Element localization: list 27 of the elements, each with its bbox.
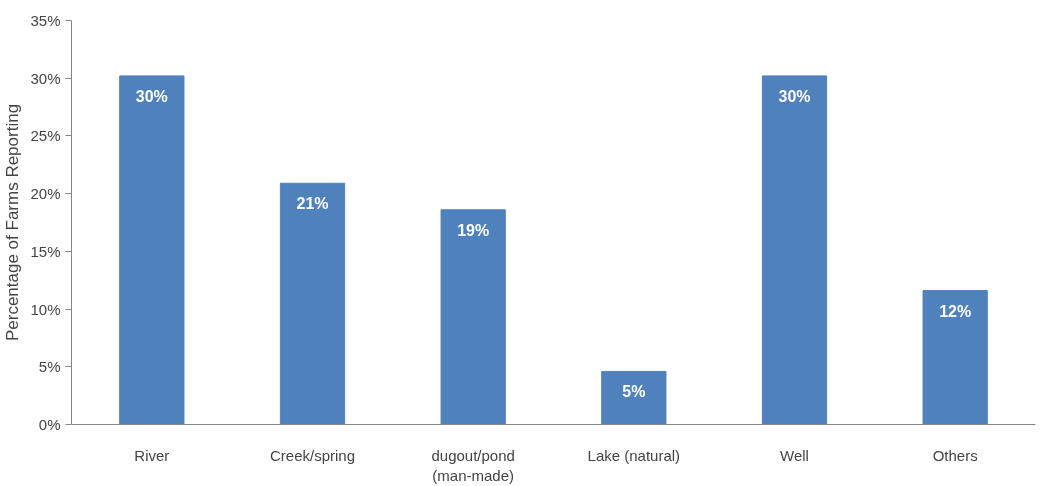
x-tick-label: Creek/spring — [269, 446, 356, 464]
bar — [761, 75, 828, 425]
y-tick-label: 25% — [30, 127, 61, 145]
bar — [279, 182, 346, 425]
y-tick-label: 20% — [30, 185, 61, 203]
y-tick-label: 5% — [38, 358, 61, 376]
y-tick-label: 30% — [30, 69, 61, 87]
y-tick-label: 35% — [30, 12, 61, 29]
bar — [119, 75, 185, 425]
data-label: 30% — [135, 87, 168, 105]
bar — [601, 370, 667, 425]
bar — [922, 290, 988, 425]
data-label: 30% — [778, 87, 811, 105]
data-label: 5% — [622, 383, 646, 401]
x-tick-label: River — [134, 446, 170, 464]
data-label: 12% — [939, 302, 972, 320]
y-tick-label: 15% — [30, 242, 61, 260]
data-label: 21% — [296, 195, 329, 213]
y-axis-title: Percentage of Farms Reporting — [3, 103, 23, 342]
bar — [440, 209, 506, 425]
y-tick-label: 10% — [30, 300, 61, 318]
x-tick-label: Lake (natural) — [587, 446, 681, 464]
y-tick-label: 0% — [38, 416, 61, 433]
x-tick-label: Well — [780, 446, 809, 464]
x-tick-label: Others — [932, 446, 978, 464]
data-label: 19% — [457, 221, 490, 239]
x-tick-label: dugout/pond (man-made) — [431, 446, 515, 484]
